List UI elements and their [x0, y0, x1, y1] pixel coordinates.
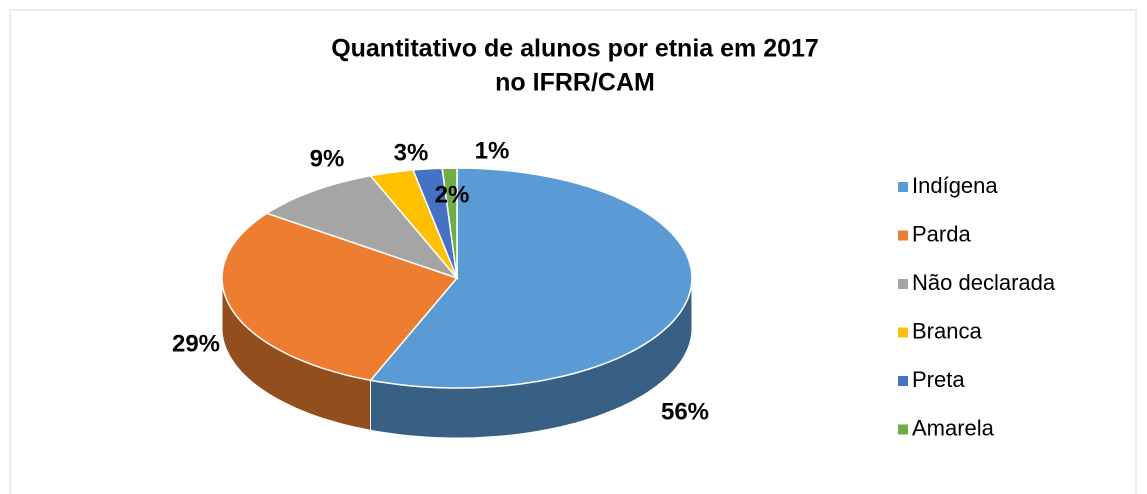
legend-swatch [898, 182, 908, 192]
data-label: 29% [172, 330, 220, 357]
legend-label: Preta [912, 367, 965, 392]
chart-title: no IFRR/CAM [495, 69, 655, 97]
legend-swatch [898, 327, 908, 338]
legend-swatch [898, 230, 908, 241]
legend-label: Parda [912, 221, 971, 246]
data-label: 1% [475, 137, 510, 164]
data-label: 56% [661, 398, 709, 425]
legend-swatch [898, 279, 908, 289]
legend-label: Indígena [912, 173, 998, 198]
pie-slice [441, 167, 458, 279]
data-label: 2% [435, 181, 470, 208]
pie-slice [369, 169, 458, 279]
legend-label: Amarela [912, 415, 995, 440]
pie-slice [369, 167, 693, 389]
legend-swatch [898, 376, 908, 386]
legend-swatch [898, 424, 908, 435]
data-label: 9% [310, 145, 345, 172]
legend-label: Branca [912, 318, 982, 343]
pie-slice [221, 212, 459, 382]
pie-slice [265, 174, 460, 280]
legend-label: Não declarada [912, 270, 1056, 295]
chart-title: Quantitativo de alunos por etnia em 2017 [331, 35, 819, 63]
data-label: 3% [394, 139, 429, 166]
